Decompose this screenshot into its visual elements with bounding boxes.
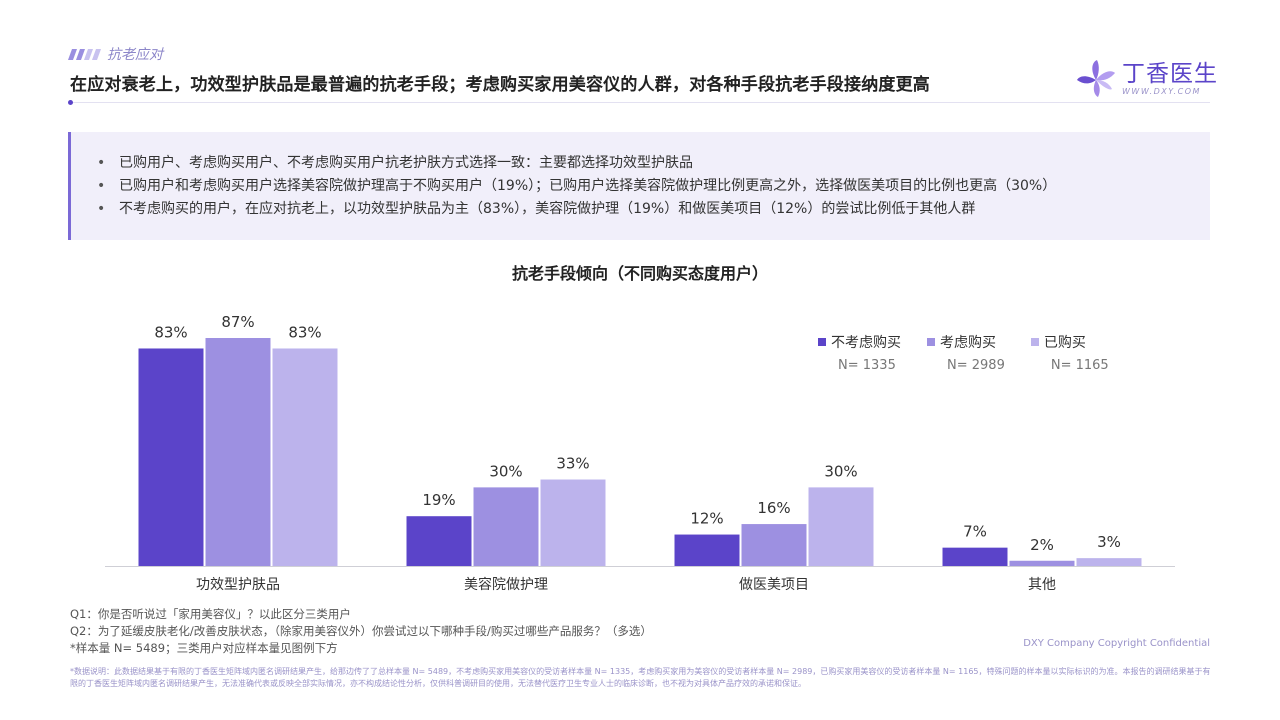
note-line: Q1：你是否听说过「家用美容仪」？以此区分三类用户 <box>70 607 351 621</box>
bar-value-label: 16% <box>757 499 790 517</box>
legend-label: 不考虑购买 <box>831 335 901 351</box>
legend-swatch-1 <box>818 338 826 346</box>
data-disclaimer: *数据说明：此数据结果基于有限的丁香医生矩阵域内匿名调研结果产生，给那边传了了总… <box>70 667 1211 688</box>
title-divider <box>70 102 1210 103</box>
bar <box>473 487 539 566</box>
page-headline: 在应对衰老上，功效型护肤品是最普遍的抗老手段；考虑购买家用美容仪的人群，对各种手… <box>70 75 930 95</box>
summary-item: 已购用户和考虑购买用户选择美容院做护理高于不购买用户（19%）；已购用户选择美容… <box>97 175 1210 198</box>
brand-logo: 丁香医生 WWW.DXY.COM <box>1076 58 1218 98</box>
section-tag: 抗老应对 <box>67 44 163 64</box>
x-tick-label: 美容院做护理 <box>464 576 548 593</box>
legend-swatch-2 <box>927 338 935 346</box>
bar-value-label: 30% <box>824 462 857 480</box>
summary-item: 已购用户、考虑购买用户、不考虑购买用户抗老护肤方式选择一致：主要都选择功效型护肤… <box>97 152 1210 175</box>
bar-value-label: 12% <box>690 510 723 528</box>
legend-label: 已购买 <box>1043 335 1086 351</box>
flower-logo-icon <box>1077 60 1115 97</box>
bar <box>138 348 204 566</box>
bar-value-label: 87% <box>221 313 254 331</box>
bar-value-label: 7% <box>963 523 987 541</box>
summary-box: 已购用户、考虑购买用户、不考虑购买用户抗老护肤方式选择一致：主要都选择功效型护肤… <box>68 132 1210 240</box>
chart-title: 抗老手段倾向（不同购买态度用户） <box>511 264 768 283</box>
logo-url: WWW.DXY.COM <box>1122 86 1201 96</box>
x-tick-label: 功效型护肤品 <box>196 577 280 593</box>
bar <box>205 338 271 566</box>
bar <box>540 479 606 566</box>
legend-sample-size: N= 1335 <box>838 358 896 373</box>
bar <box>808 487 874 566</box>
bar <box>1076 558 1142 566</box>
bar-value-label: 3% <box>1097 533 1121 551</box>
note-line: *样本量 N= 5489；三类用户对应样本量见图例下方 <box>70 641 338 655</box>
legend-item: 不考虑购买 N= 1335 <box>818 332 901 373</box>
legend-sample-size: N= 1165 <box>1050 358 1109 373</box>
bar <box>1009 560 1075 566</box>
bar <box>272 348 338 566</box>
bar <box>406 516 472 566</box>
legend-item: 考虑购买 N= 2989 <box>927 332 1005 373</box>
summary-item: 不考虑购买的用户，在应对抗老上，以功效型护肤品为主（83%），美容院做护理（19… <box>97 198 1210 221</box>
note-line: Q2：为了延缓皮肤老化/改善皮肤状态，（除家用美容仪外）你尝试过以下哪种手段/购… <box>70 624 652 638</box>
bar-value-label: 33% <box>556 455 589 473</box>
bar-value-label: 83% <box>288 323 321 341</box>
x-tick-label: 其他 <box>1028 577 1056 593</box>
bar-value-label: 2% <box>1030 536 1054 554</box>
survey-notes: Q1：你是否听说过「家用美容仪」？以此区分三类用户 Q2：为了延缓皮肤老化/改善… <box>70 606 652 657</box>
legend-label: 考虑购买 <box>940 335 996 351</box>
logo-name: 丁香医生 <box>1122 60 1218 87</box>
bar-value-label: 19% <box>422 491 455 509</box>
title-divider-dot <box>68 100 73 105</box>
section-label: 抗老应对 <box>107 47 163 63</box>
bar <box>741 524 807 566</box>
legend-swatch-3 <box>1030 338 1039 346</box>
legend-item: 已购买 N= 1165 <box>1030 332 1109 373</box>
bar <box>942 547 1008 566</box>
bar <box>674 534 740 566</box>
summary-list: 已购用户、考虑购买用户、不考虑购买用户抗老护肤方式选择一致：主要都选择功效型护肤… <box>97 152 1210 221</box>
x-tick-label: 做医美项目 <box>739 577 809 593</box>
chart-legend: 不考虑购买 N= 1335 考虑购买 N= 2989 已购买 N= 1165 <box>818 332 1109 373</box>
copyright: DXY Company Copyright Confidential <box>1023 638 1210 649</box>
legend-sample-size: N= 2989 <box>947 358 1005 373</box>
bar-value-label: 83% <box>154 323 187 341</box>
bar-value-label: 30% <box>489 462 522 480</box>
